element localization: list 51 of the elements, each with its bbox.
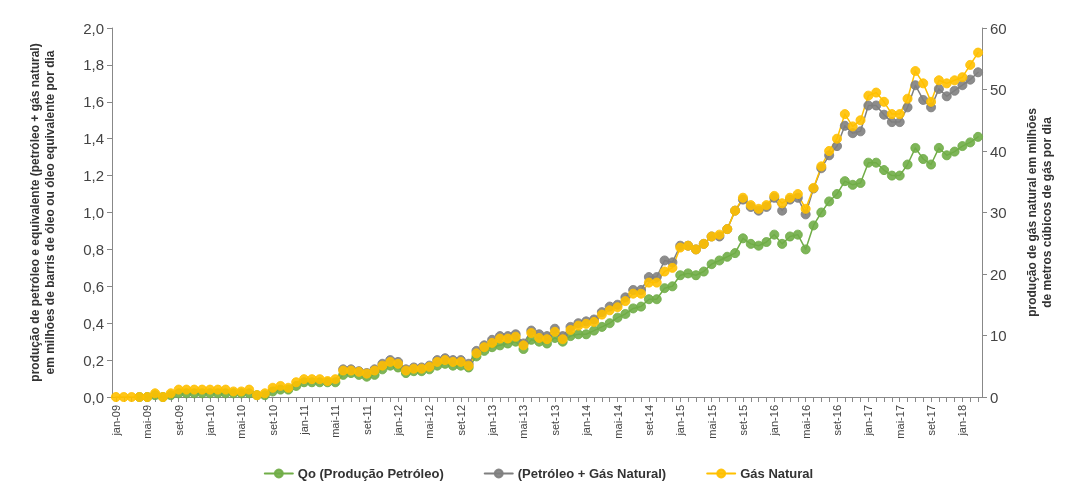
y-tick-label: 1,0 [83,204,104,221]
x-tick-label: mai-10 [235,405,248,439]
y2-tick-label: 10 [990,327,1007,344]
legend-label: Gás Natural [740,466,814,481]
x-tick-label: set-11 [360,405,373,435]
y-axis-title: produção de petróleo e equivalente (petróleo + gás natural) em milhões de barris de óleo ou óleo equivalente por dia [27,43,57,382]
x-tick-label: mai-17 [893,405,906,439]
y-tick-label: 1,2 [83,167,104,185]
y2-tick-label: 20 [990,265,1007,283]
x-tick-label: set-12 [454,405,467,436]
x-tick-label: jan-13 [486,405,499,437]
y2-tick-label: 40 [990,142,1007,160]
y2-tick-label: 0 [990,388,999,406]
x-tick-label: set-10 [266,405,279,436]
y-tick-label: 1,8 [83,56,104,74]
x-tick-label: jan-18 [956,405,969,437]
x-tick-label: set-15 [736,405,749,436]
y-tick-label: 1,6 [83,93,104,111]
x-tick-label: mai-16 [799,405,812,439]
x-tick-label: mai-11 [329,405,342,438]
x-tick-label: mai-14 [611,405,624,439]
y-tick-label: 0,4 [83,314,104,332]
y-tick-label: 0,2 [83,351,104,369]
x-tick-label: mai-13 [517,405,530,439]
x-tick-label: set-13 [548,405,561,436]
y2-tick-label: 50 [990,81,1007,98]
x-tick-label: jan-17 [862,405,875,437]
x-tick-label: jan-16 [768,405,781,437]
x-tick-label: set-14 [642,405,655,436]
y2-tick-label: 60 [990,19,1007,37]
x-tick-label: jan-09 [109,405,122,437]
y2-axis-title: produção de gás natural em milhões de metros cúbicos de gás por dia [1024,107,1054,317]
y-tick-label: 2,0 [83,19,104,37]
x-tick-label: set-09 [172,405,185,436]
x-tick-label: set-16 [831,405,843,436]
legend-label: (Petróleo + Gás Natural) [517,466,667,481]
y2-tick-label: 30 [990,204,1007,221]
y-tick-label: 1,4 [83,130,104,148]
y-tick-label: 0,6 [83,277,104,295]
x-tick-label: jan-14 [580,405,593,437]
x-tick-label: jan-12 [392,405,405,437]
y-tick-label: 0,0 [83,388,104,406]
x-tick-label: jan-15 [674,405,687,437]
x-tick-label: mai-12 [423,405,436,439]
x-tick-label: set-17 [925,405,938,436]
x-tick-label: mai-15 [705,405,718,439]
y-tick-label: 0,8 [83,240,104,258]
x-tick-label: jan-10 [203,405,216,437]
legend-label: Qo (Produção Petróleo) [297,466,444,481]
x-tick-label: mai-09 [141,405,154,439]
x-tick-label: jan-11 [298,405,311,436]
